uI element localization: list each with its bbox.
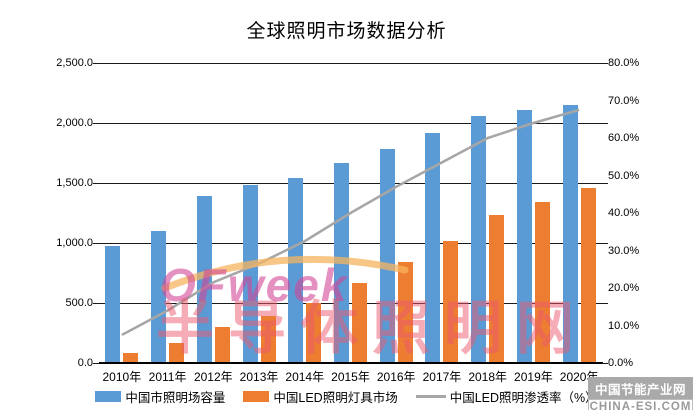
tick-right — [602, 63, 608, 64]
x-axis-label: 2013年 — [239, 370, 279, 384]
y-axis-left-label: 2,000.0 — [56, 117, 93, 129]
bar-led-market — [123, 353, 139, 363]
bar-led-market — [306, 303, 322, 363]
y-axis-left-label: 1,000.0 — [56, 237, 93, 249]
legend-swatch-orange — [243, 391, 270, 402]
bar-led-market — [214, 327, 230, 363]
tick-right — [602, 303, 608, 304]
legend-swatch-blue — [95, 391, 122, 402]
penetration-line — [121, 108, 580, 337]
bar-led-market — [534, 202, 550, 363]
gridline — [99, 123, 602, 124]
bar-led-market — [169, 342, 185, 363]
bar-capacity — [516, 109, 532, 363]
legend-item-led-market: 中国LED照明灯具市场 — [243, 387, 398, 406]
x-axis-line — [99, 362, 603, 364]
y-axis-left-label: 0.0 — [77, 357, 93, 369]
tick-left — [93, 123, 99, 124]
x-axis-label: 2010年 — [102, 370, 142, 384]
legend-item-penetration: 中国LED照明渗透率（%） — [415, 387, 598, 406]
y-axis-right-label: 60.0% — [608, 132, 640, 144]
badge-site-name: 中国节能产业网 — [588, 377, 693, 399]
tick-right — [602, 243, 608, 244]
bar-led-market — [580, 188, 596, 363]
y-axis-right-label: 40.0% — [608, 207, 640, 219]
bar-led-market — [352, 283, 367, 363]
bar-capacity — [425, 132, 441, 363]
bar-capacity — [471, 116, 487, 363]
tick-left — [93, 243, 99, 244]
y-axis-right-label: 80.0% — [608, 57, 640, 69]
chart-title: 全球照明市场数据分析 — [246, 21, 447, 42]
legend-swatch-line — [415, 395, 446, 398]
gridline — [99, 303, 602, 304]
x-axis-label: 2018年 — [468, 370, 508, 384]
x-axis-label: 2017年 — [422, 370, 462, 384]
legend-label-capacity: 中国市照明场容量 — [125, 391, 226, 405]
y-axis-left-label: 500.0 — [65, 297, 93, 309]
x-axis-label: 2015年 — [331, 370, 370, 384]
bar-led-market — [443, 240, 459, 363]
penetration-line-layer — [121, 108, 580, 337]
tick-left — [93, 363, 99, 364]
tick-right — [602, 123, 608, 124]
tick-right — [602, 363, 608, 364]
badge-site-url: CHINA-ESI.COM — [588, 399, 693, 410]
bar-led-market — [260, 316, 276, 363]
gridline — [99, 63, 602, 64]
tick-left — [93, 303, 99, 304]
y-axis-right-label: 10.0% — [608, 319, 640, 332]
y-axis-right-label: 70.0% — [608, 94, 640, 107]
y-axis-right-label: 0.0% — [608, 357, 634, 369]
bar-capacity — [105, 246, 121, 363]
y-axis-right-label: 50.0% — [608, 169, 640, 182]
x-axis-label: 2011年 — [148, 370, 187, 384]
site-watermark-badge: 中国节能产业网 CHINA-ESI.COM — [588, 377, 693, 410]
y-axis-right-label: 30.0% — [608, 244, 640, 257]
legend-label-penetration: 中国LED照明渗透率（%） — [449, 391, 598, 405]
bar-led-market — [489, 215, 505, 363]
x-axis-label: 2014年 — [285, 370, 325, 384]
gridline — [99, 183, 602, 184]
legend-label-led-market: 中国LED照明灯具市场 — [273, 391, 398, 405]
y-axis-right-label: 20.0% — [608, 282, 640, 294]
x-axis-label: 2012年 — [193, 370, 233, 384]
y-axis-left-label: 2,500.0 — [56, 57, 93, 69]
gridline — [99, 243, 602, 244]
tick-left — [93, 183, 99, 184]
tick-right — [602, 183, 608, 184]
x-axis-label: 2016年 — [376, 370, 416, 384]
bar-capacity — [562, 105, 578, 363]
y-axis-left-label: 1,500.0 — [56, 177, 93, 189]
legend: 中国市照明场容量 中国LED照明灯具市场 中国LED照明渗透率（%） — [0, 387, 693, 406]
legend-item-capacity: 中国市照明场容量 — [95, 387, 225, 406]
tick-left — [93, 63, 99, 64]
x-axis-label: 2019年 — [514, 370, 553, 384]
